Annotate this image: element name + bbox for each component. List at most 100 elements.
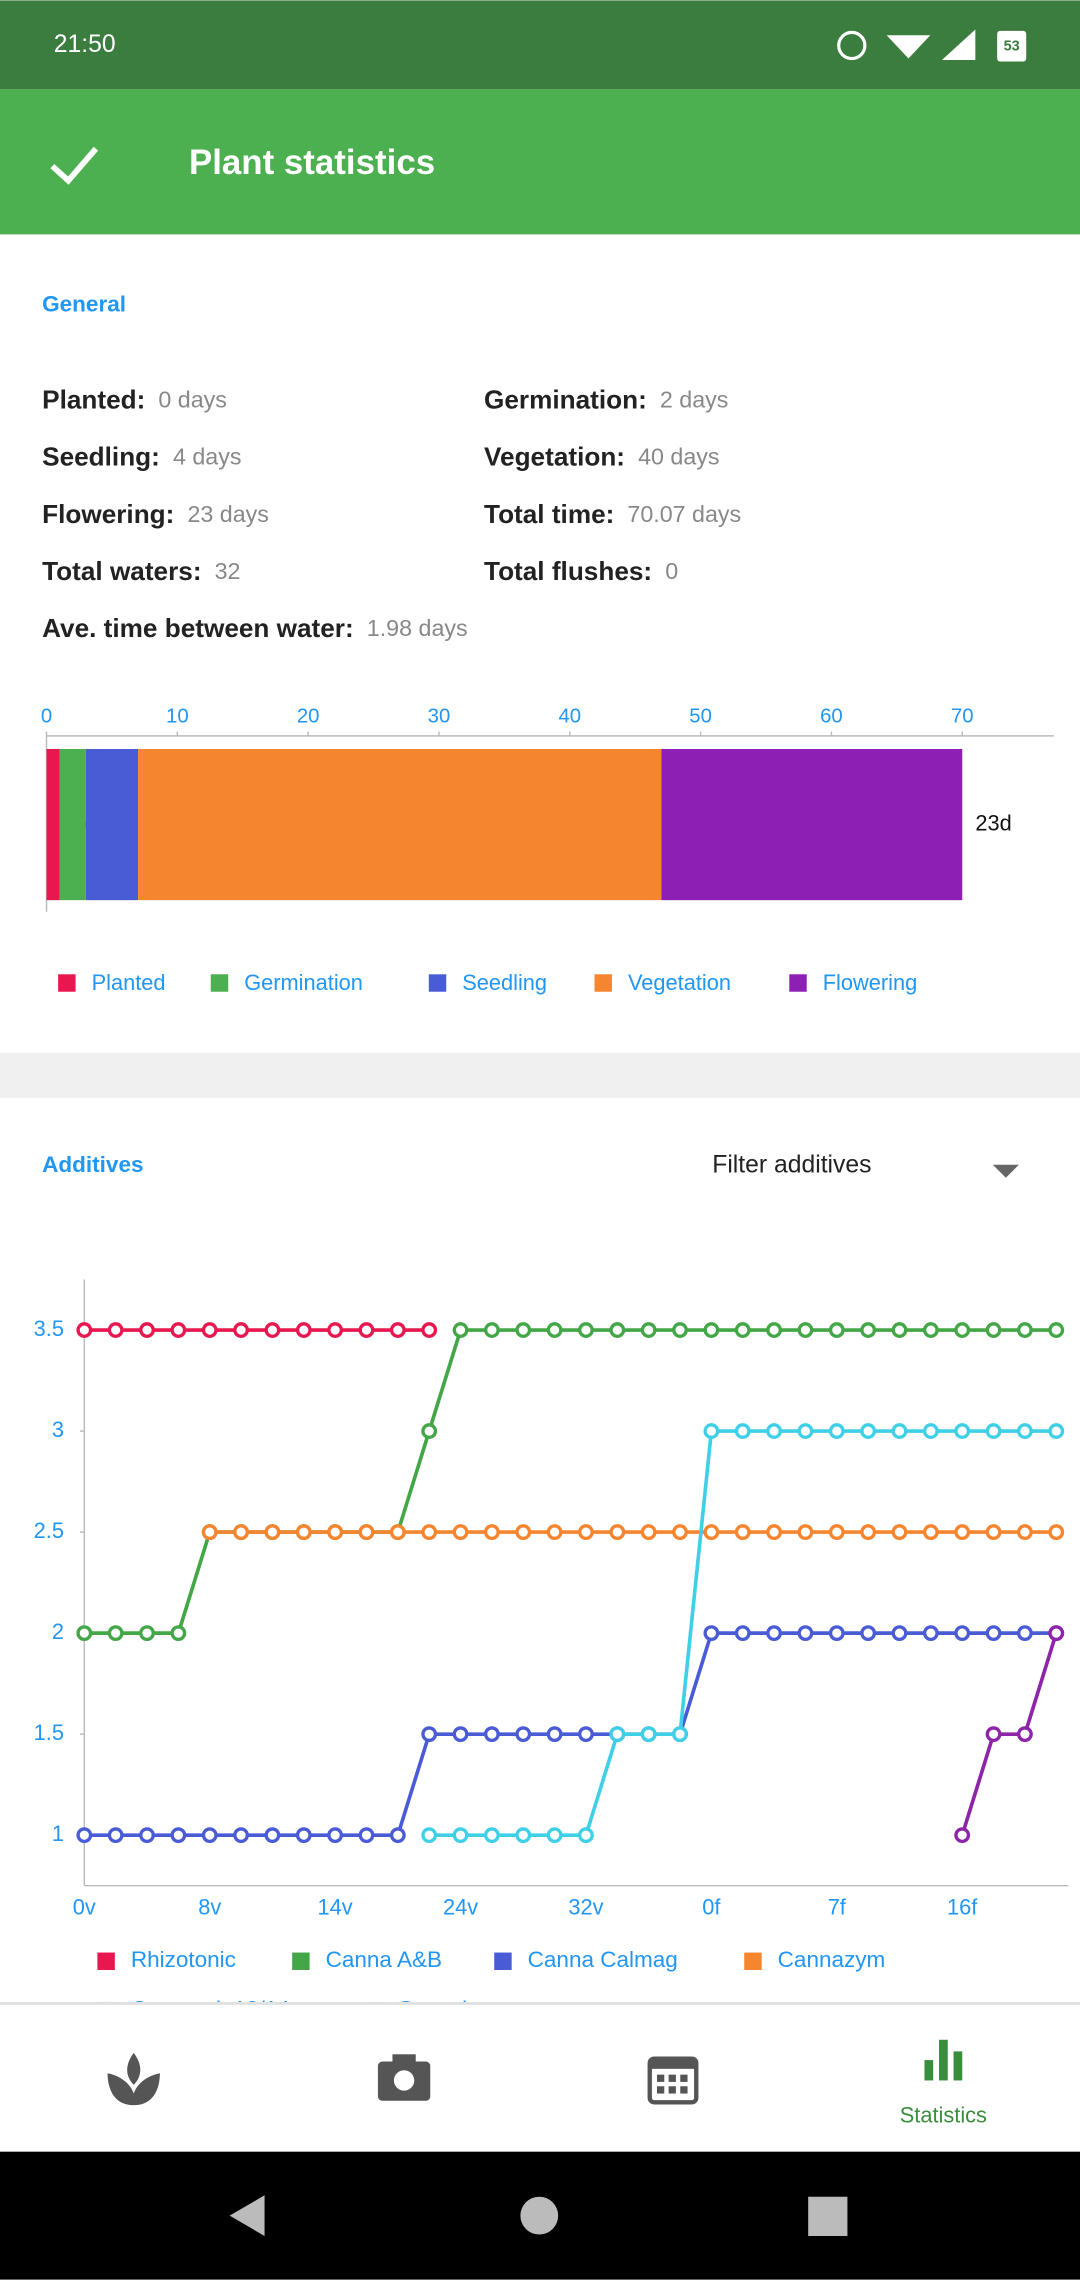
data-point	[389, 1524, 406, 1541]
legend-label: Rhizotonic	[131, 1947, 236, 1972]
stat-label: Total waters:	[42, 556, 201, 586]
data-point	[922, 1524, 939, 1541]
data-point	[1048, 1322, 1065, 1338]
data-point	[358, 1322, 375, 1338]
stat-value: 1.98 days	[367, 615, 468, 641]
nav-label[interactable]: Statistics	[900, 2103, 987, 2128]
data-point	[452, 1322, 469, 1338]
data-point	[860, 1322, 877, 1338]
data-point	[703, 1625, 720, 1642]
nav-calendar[interactable]	[647, 2056, 699, 2105]
data-point	[640, 1524, 657, 1541]
data-point	[1048, 1524, 1065, 1541]
series-line	[960, 1632, 1058, 1836]
data-point	[139, 1322, 155, 1338]
legend-label: Seedling	[462, 970, 547, 995]
data-point	[515, 1322, 532, 1338]
data-point	[766, 1423, 783, 1439]
data-point	[515, 1524, 532, 1541]
nav-statistics[interactable]	[924, 2039, 963, 2081]
legend-swatch	[789, 974, 807, 992]
data-point	[1016, 1423, 1033, 1439]
data-point	[233, 1524, 249, 1541]
y-tick-label: 2	[52, 1619, 64, 1644]
filter-dropdown[interactable]: Filter additives	[712, 1152, 871, 1179]
y-tick-label: 2.5	[34, 1518, 64, 1543]
data-point	[922, 1625, 939, 1642]
data-point	[1016, 1726, 1033, 1743]
stat-value: 4 days	[173, 444, 242, 470]
legend-swatch	[428, 974, 447, 992]
confirm-button[interactable]	[50, 146, 99, 185]
legend-swatch	[58, 974, 76, 992]
y-tick-label: 1.5	[34, 1720, 64, 1745]
data-point	[734, 1423, 751, 1439]
data-point	[76, 1322, 93, 1338]
stat-value: 2 days	[660, 387, 729, 413]
data-point	[954, 1625, 971, 1642]
stat-label: Total time:	[484, 499, 614, 529]
data-point	[421, 1423, 438, 1439]
stat: Total time: 70.07 days	[484, 499, 741, 529]
data-point	[1048, 1423, 1065, 1439]
data-point	[766, 1625, 783, 1642]
x-tick-label: 16f	[947, 1895, 978, 1920]
data-point	[264, 1524, 281, 1541]
nav-camera[interactable]	[377, 2054, 431, 2101]
data-point	[1016, 1322, 1033, 1338]
legend-label: Planted	[92, 970, 166, 995]
data-point	[860, 1524, 877, 1541]
nav-plant[interactable]	[107, 2052, 160, 2106]
y-tick-label: 1	[52, 1821, 64, 1846]
data-point	[672, 1726, 688, 1743]
data-label: 23d	[975, 810, 1011, 835]
data-point	[139, 1625, 155, 1642]
x-tick-label: 24v	[443, 1895, 478, 1920]
data-point	[76, 1625, 93, 1642]
data-point	[985, 1322, 1002, 1338]
data-point	[295, 1524, 312, 1541]
data-point	[483, 1524, 500, 1541]
data-point	[201, 1827, 218, 1844]
dropdown-arrow[interactable]	[992, 1164, 1019, 1178]
stat: Total flushes: 0	[484, 556, 678, 586]
legend-label: Vegetation	[628, 970, 731, 995]
x-tick-label: 0	[41, 705, 52, 727]
recents-button[interactable]	[808, 2196, 848, 2236]
data-point	[107, 1827, 124, 1844]
data-point	[828, 1625, 845, 1642]
data-point	[1048, 1625, 1065, 1642]
bar-segment	[661, 748, 963, 901]
x-tick-label: 32v	[568, 1895, 603, 1920]
bar-segment	[46, 748, 60, 901]
data-point	[797, 1524, 814, 1541]
clock: 21:50	[54, 31, 116, 58]
back-button[interactable]	[229, 2195, 265, 2236]
x-tick-label: 10	[166, 705, 189, 727]
data-point	[766, 1322, 783, 1338]
data-point	[546, 1524, 563, 1541]
data-point	[985, 1423, 1002, 1439]
data-point	[954, 1827, 971, 1844]
stat-value: 70.07 days	[627, 501, 741, 527]
x-tick-label: 0v	[73, 1895, 96, 1920]
legend-swatch	[210, 974, 229, 992]
stat: Vegetation: 40 days	[484, 442, 720, 472]
data-point	[703, 1423, 720, 1439]
data-point	[452, 1726, 469, 1743]
data-point	[640, 1322, 657, 1338]
y-tick-label: 3	[52, 1417, 64, 1442]
stat: Planted: 0 days	[42, 384, 227, 414]
section-title: Additives	[42, 1152, 143, 1177]
data-point	[483, 1322, 500, 1338]
stat-label: Seedling:	[42, 442, 160, 472]
data-point	[954, 1322, 971, 1338]
section-title: General	[42, 292, 126, 317]
battery-level: 53	[1004, 39, 1020, 55]
data-point	[421, 1726, 438, 1743]
bottom-nav	[0, 2003, 1080, 2152]
data-point	[891, 1423, 908, 1439]
data-point	[609, 1524, 626, 1541]
stat: Seedling: 4 days	[42, 442, 241, 472]
home-button[interactable]	[520, 2196, 559, 2235]
